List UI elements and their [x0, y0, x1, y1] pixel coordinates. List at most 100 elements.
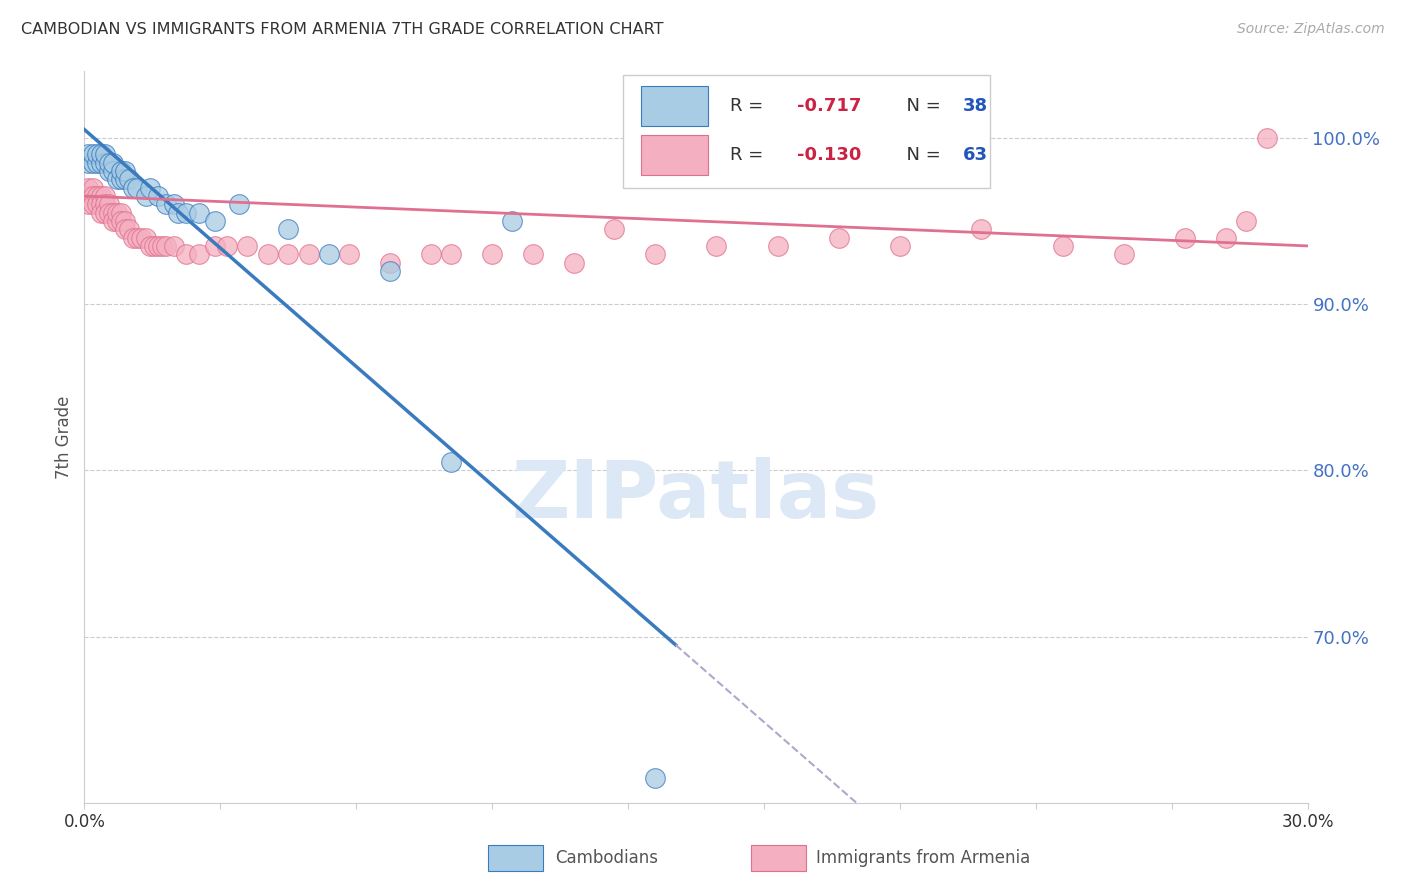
Point [889, 239, 911, 253]
FancyBboxPatch shape [641, 135, 709, 175]
Point [110, 172, 132, 186]
Point [603, 222, 626, 236]
Text: -0.717: -0.717 [797, 97, 862, 115]
Point [138, 239, 160, 253]
Point [187, 247, 209, 261]
Point [110, 205, 132, 219]
Point [131, 230, 153, 244]
Point [150, 239, 173, 253]
Point [93, 197, 115, 211]
Point [1256, 131, 1278, 145]
Point [138, 180, 160, 194]
Point [90, 156, 112, 170]
Point [127, 230, 149, 244]
FancyBboxPatch shape [488, 846, 543, 871]
Point [257, 247, 280, 261]
Point [318, 247, 340, 261]
Point [105, 214, 128, 228]
Point [86, 189, 108, 203]
Point [77, 189, 100, 203]
Point [522, 247, 544, 261]
Text: Cambodians: Cambodians [555, 849, 658, 867]
Point [82, 180, 104, 194]
Point [1215, 230, 1237, 244]
Point [77, 156, 100, 170]
FancyBboxPatch shape [623, 75, 990, 188]
Point [93, 156, 115, 170]
Text: N =: N = [896, 146, 946, 164]
Point [82, 156, 104, 170]
Point [1114, 247, 1136, 261]
Point [114, 164, 136, 178]
Point [93, 147, 115, 161]
Point [110, 214, 132, 228]
Point [706, 239, 728, 253]
Point [187, 205, 209, 219]
Point [380, 255, 402, 269]
Point [142, 239, 165, 253]
Point [644, 247, 666, 261]
Point [277, 247, 299, 261]
Point [127, 180, 149, 194]
Point [86, 147, 108, 161]
Point [828, 230, 851, 244]
Point [90, 205, 112, 219]
Point [339, 247, 361, 261]
Point [110, 164, 132, 178]
Point [122, 180, 145, 194]
Text: -0.130: -0.130 [797, 146, 862, 164]
Point [86, 156, 108, 170]
Point [766, 239, 789, 253]
Point [135, 189, 157, 203]
Text: R =: R = [730, 97, 769, 115]
Point [440, 247, 463, 261]
Point [93, 189, 115, 203]
Point [135, 230, 157, 244]
Point [298, 247, 321, 261]
Point [77, 147, 100, 161]
Text: Immigrants from Armenia: Immigrants from Armenia [815, 849, 1031, 867]
Point [86, 197, 108, 211]
Point [77, 180, 100, 194]
Point [502, 214, 524, 228]
Point [420, 247, 443, 261]
Point [90, 189, 112, 203]
Point [167, 205, 190, 219]
Point [82, 189, 104, 203]
Point [236, 239, 259, 253]
Point [562, 255, 585, 269]
FancyBboxPatch shape [751, 846, 806, 871]
Point [82, 147, 104, 161]
Point [440, 455, 463, 469]
Point [146, 189, 169, 203]
Point [146, 239, 169, 253]
Text: R =: R = [730, 146, 769, 164]
Point [101, 205, 124, 219]
Point [217, 239, 239, 253]
Point [122, 230, 145, 244]
Point [97, 197, 120, 211]
Point [155, 239, 177, 253]
Text: Source: ZipAtlas.com: Source: ZipAtlas.com [1237, 22, 1385, 37]
Point [163, 197, 186, 211]
Point [174, 247, 197, 261]
Point [380, 264, 402, 278]
Point [105, 205, 128, 219]
Text: CAMBODIAN VS IMMIGRANTS FROM ARMENIA 7TH GRADE CORRELATION CHART: CAMBODIAN VS IMMIGRANTS FROM ARMENIA 7TH… [21, 22, 664, 37]
Point [77, 197, 100, 211]
Point [481, 247, 503, 261]
Point [101, 214, 124, 228]
Point [82, 197, 104, 211]
Point [114, 172, 136, 186]
Point [97, 205, 120, 219]
Point [644, 771, 666, 785]
Point [101, 156, 124, 170]
Point [277, 222, 299, 236]
Point [1052, 239, 1074, 253]
Point [101, 164, 124, 178]
Point [204, 239, 226, 253]
Point [174, 205, 197, 219]
Point [970, 222, 993, 236]
Point [90, 197, 112, 211]
Point [93, 205, 115, 219]
